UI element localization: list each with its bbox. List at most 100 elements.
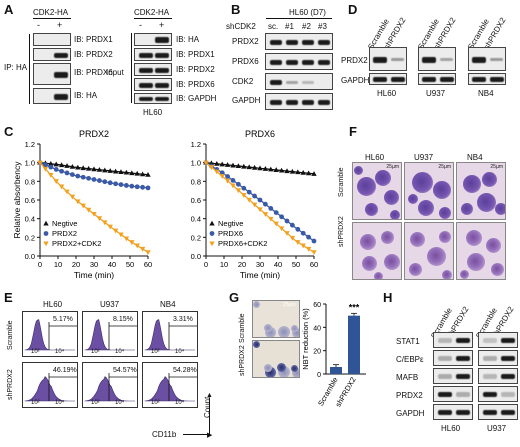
series-point [246, 197, 252, 203]
cell-line-label: HL60 [441, 424, 461, 433]
series-point [64, 163, 70, 168]
y-tick-label: 1.2 [191, 140, 201, 149]
stained-cell [384, 190, 399, 205]
series-point [219, 170, 225, 176]
series-point [123, 169, 130, 175]
row-label: STAT1 [396, 337, 420, 346]
histogram-fill [144, 319, 195, 351]
row-label: PRDX2 [396, 391, 423, 400]
stained-cell [426, 246, 446, 266]
scale-bar-label: 25µm [386, 164, 399, 170]
blot-band [438, 374, 452, 379]
scale-bar-label: 25µm [283, 302, 296, 308]
col-label: NB4 [160, 300, 176, 309]
blot-band [438, 410, 452, 415]
series-point [107, 224, 113, 230]
series-point [219, 174, 225, 179]
ip-ha-label: IP: HA [4, 63, 28, 72]
nbt-cell [292, 328, 299, 337]
blot-d-prdx2-u937 [418, 47, 456, 71]
series-point [139, 246, 146, 252]
series-point [134, 184, 140, 190]
stained-cell [356, 176, 376, 196]
blot-band [456, 410, 470, 415]
series-point [290, 222, 295, 228]
nbt-image-scramble [252, 300, 300, 338]
y-tick-label: 0.4 [25, 215, 35, 224]
row-label-shprdx2: shPRDX2 [239, 345, 246, 376]
series-point [118, 169, 124, 174]
series-point [251, 202, 258, 208]
blot-band [501, 374, 515, 379]
histogram-plot [24, 373, 77, 402]
series-point [91, 166, 97, 172]
series-point [295, 226, 301, 232]
y-tick-label: 0.8 [191, 177, 201, 186]
series-point [112, 228, 119, 234]
chart-title: PRDX6 [245, 129, 275, 139]
row-label: IB: HA [176, 35, 200, 44]
series-point [80, 174, 86, 180]
stained-cell [364, 202, 378, 216]
y-tick-label: 0.2 [25, 233, 35, 242]
series-point [241, 193, 247, 198]
axis-tick-label: 10² [91, 400, 100, 406]
series-point [268, 216, 274, 222]
series-point [85, 207, 92, 213]
scale-bar-label: 25µm [490, 164, 503, 170]
lane-label: #3 [318, 22, 327, 31]
cdk2-ha-header-right: CDK2-HA [134, 8, 170, 17]
row-label: PRDX6 [232, 57, 259, 66]
col-label: HL60 [43, 300, 63, 309]
x-tick-label: 10 [54, 260, 62, 269]
series-point [262, 166, 269, 171]
legend-marker [209, 241, 215, 247]
cell-line-label: U937 [426, 89, 446, 98]
blot-b-cdk2 [265, 73, 333, 90]
series-point [145, 185, 151, 191]
blot-h-row [478, 368, 518, 384]
blot-input-prdx6 [134, 78, 172, 91]
nbt-image-shprdx2 [252, 340, 300, 378]
axis-tick-label: 10⁴ [55, 349, 65, 355]
lane-plus: + [159, 20, 165, 30]
series-point [236, 181, 241, 187]
series-point [48, 164, 54, 170]
nbt-cell [277, 363, 286, 372]
blot-ip-prdx1 [33, 33, 71, 46]
nbt-cell [264, 324, 272, 332]
chart-title: PRDX2 [79, 129, 109, 139]
blot-h-row [433, 368, 473, 384]
blot-h-row [433, 332, 473, 348]
series-point [69, 194, 76, 200]
series-point [246, 189, 252, 195]
gate-percentage: 8.15% [113, 316, 133, 323]
blot-band [501, 356, 515, 361]
panel-label-d: D [348, 2, 358, 17]
header-rule [33, 18, 71, 19]
series-point [257, 207, 263, 213]
row-label: MAFB [396, 373, 419, 382]
stained-cell [374, 169, 391, 186]
row-label: IB: HA [74, 91, 98, 100]
cell-line-label: U937 [487, 424, 507, 433]
panel-label-c: C [4, 124, 14, 139]
arrow-up-icon: ▲ [206, 392, 213, 399]
row-label: IB: GAPDH [176, 94, 217, 103]
legend-marker [209, 220, 215, 226]
lane-label: #2 [302, 22, 311, 31]
series-point [311, 250, 317, 256]
flow-histogram: 54.57% 10² 10⁴ [82, 362, 138, 408]
series-point [284, 218, 290, 224]
gate-percentage: 5.17% [53, 316, 73, 323]
series-point [273, 167, 279, 172]
series-point [219, 161, 225, 167]
row-label-shprdx2: shPRDX2 [7, 369, 14, 400]
histogram-fill [84, 376, 135, 402]
stained-cell [407, 193, 418, 204]
cd11b-axis-label: CD11b [152, 430, 177, 439]
series-point [64, 189, 70, 195]
histogram-fill [24, 319, 75, 351]
y-tick-label: 0.6 [191, 196, 201, 205]
row-label: C/EBPε [396, 355, 424, 364]
